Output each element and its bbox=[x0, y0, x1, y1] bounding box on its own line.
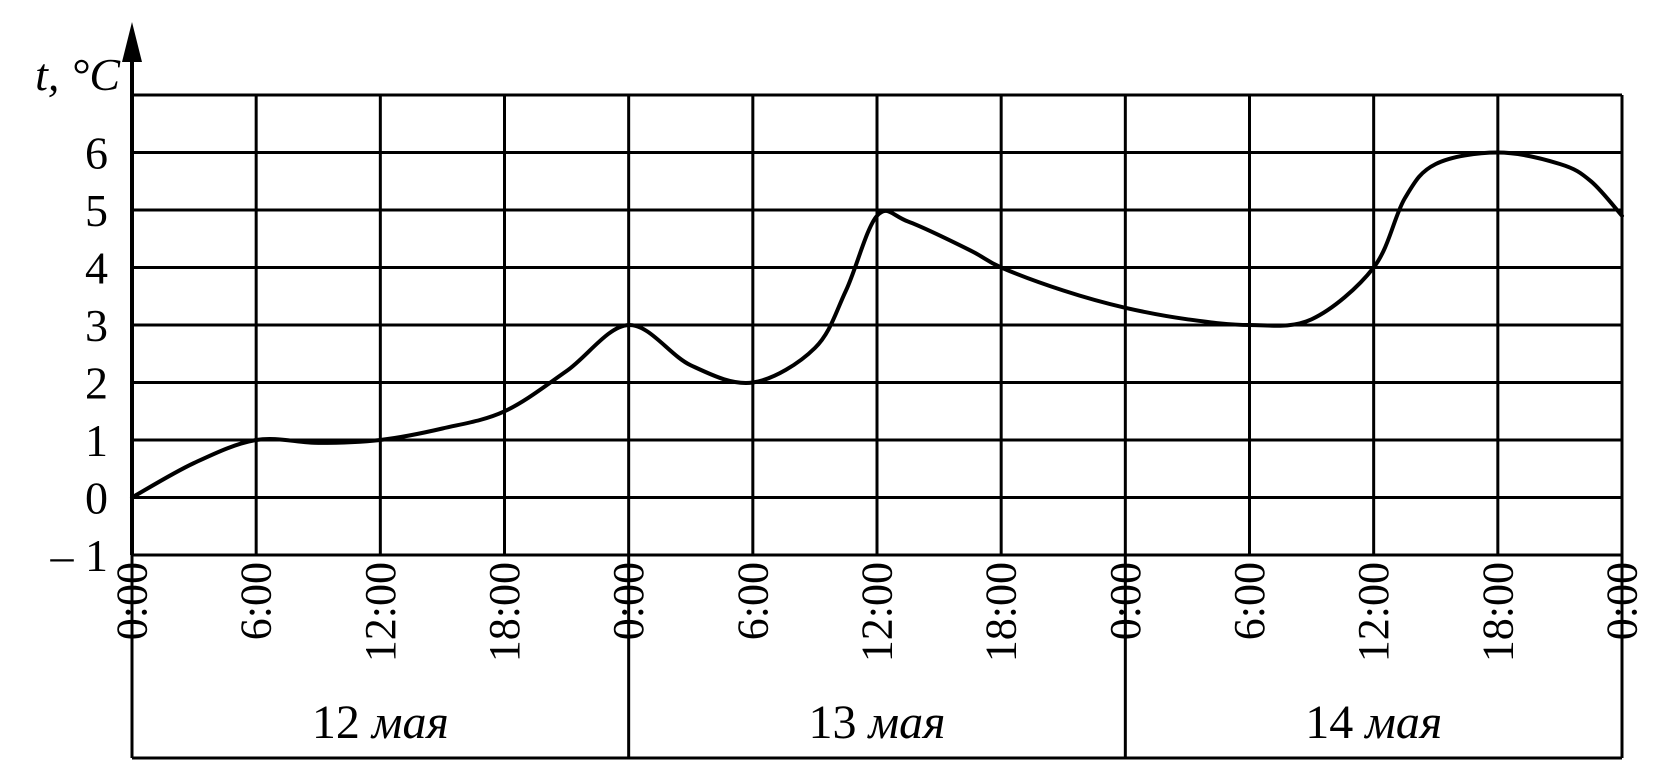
x-tick-label: 6:00 bbox=[232, 562, 281, 640]
y-tick-label: 3 bbox=[85, 300, 108, 351]
x-tick-label: 18:00 bbox=[977, 562, 1026, 662]
x-tick-labels: 0:00 6:00 12:00 18:00 0:00 6:00 12:00 18:00 0:00… bbox=[108, 562, 1647, 662]
y-tick-label: 6 bbox=[85, 128, 108, 179]
x-tick-label: 6:00 bbox=[728, 562, 777, 640]
chart-grid bbox=[130, 93, 1624, 557]
chart-axes bbox=[122, 22, 142, 555]
x-tick-label: 18:00 bbox=[1473, 562, 1522, 662]
x-tick-label: 12:00 bbox=[853, 562, 902, 662]
y-axis-label: t, °C bbox=[35, 49, 121, 100]
y-tick-labels: 6 5 4 3 2 1 0 – 1 bbox=[50, 128, 109, 582]
day-labels: 12 мая 13 мая 14 мая bbox=[130, 555, 1624, 760]
x-tick-label: 12:00 bbox=[1349, 562, 1398, 662]
y-tick-label: 4 bbox=[85, 243, 108, 294]
y-axis-arrow-icon bbox=[122, 22, 142, 62]
y-tick-label: 0 bbox=[85, 473, 108, 524]
day-label: 12 мая bbox=[312, 696, 449, 749]
y-tick-label: 2 bbox=[85, 358, 108, 409]
y-tick-label: 1 bbox=[85, 415, 108, 466]
day-label: 13 мая bbox=[809, 696, 946, 749]
temperature-line bbox=[130, 150, 1624, 500]
x-tick-label: 18:00 bbox=[480, 562, 529, 662]
day-label: 14 мая bbox=[1305, 696, 1442, 749]
y-tick-label: 5 bbox=[85, 185, 108, 236]
x-tick-label: 6:00 bbox=[1225, 562, 1274, 640]
y-tick-label: – 1 bbox=[50, 530, 109, 581]
x-tick-label: 12:00 bbox=[356, 562, 405, 662]
